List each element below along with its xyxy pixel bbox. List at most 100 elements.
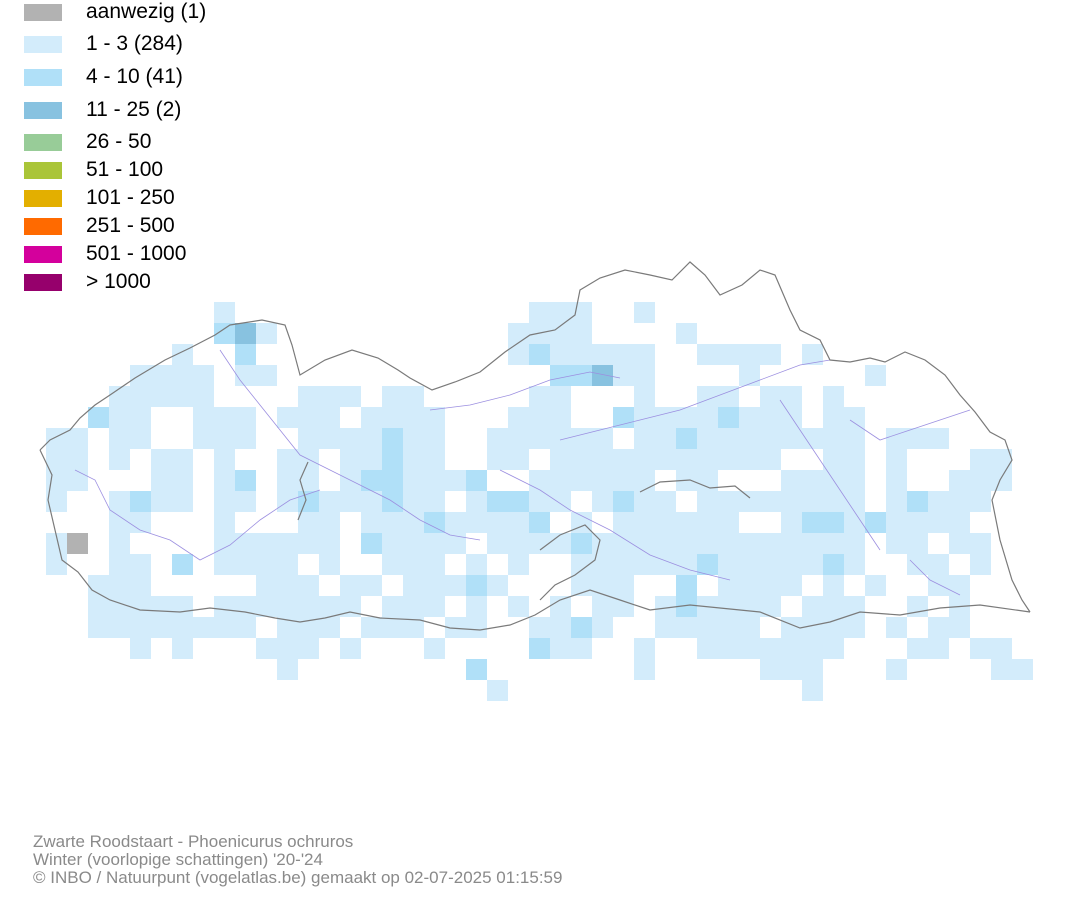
grid-cell	[466, 512, 487, 533]
grid-cell	[928, 554, 949, 575]
grid-cell	[529, 428, 550, 449]
legend-swatch	[24, 162, 62, 179]
grid-cell	[403, 596, 424, 617]
grid-cell	[172, 386, 193, 407]
grid-cell	[802, 512, 823, 533]
legend-item: > 1000	[24, 270, 284, 294]
grid-cell	[298, 638, 319, 659]
grid-cell	[655, 533, 676, 554]
grid-cell	[613, 365, 634, 386]
grid-cell	[844, 512, 865, 533]
grid-cell	[550, 386, 571, 407]
grid-cell	[487, 512, 508, 533]
grid-cell	[886, 470, 907, 491]
grid-cell	[340, 449, 361, 470]
grid-cell	[760, 575, 781, 596]
grid-cell	[214, 470, 235, 491]
grid-cell	[319, 554, 340, 575]
grid-cell	[340, 638, 361, 659]
legend-label: 501 - 1000	[86, 242, 187, 265]
grid-cell	[361, 428, 382, 449]
grid-cell	[949, 491, 970, 512]
grid-cell	[739, 638, 760, 659]
grid-cell	[781, 575, 802, 596]
grid-cell	[739, 575, 760, 596]
river-line	[74, 469, 321, 561]
legend-item: 26 - 50	[24, 130, 284, 154]
grid-cell	[802, 596, 823, 617]
grid-cell	[214, 428, 235, 449]
grid-cell	[109, 554, 130, 575]
grid-cell	[340, 575, 361, 596]
grid-cell	[739, 554, 760, 575]
grid-cell	[424, 449, 445, 470]
grid-cell	[67, 470, 88, 491]
grid-cell	[634, 470, 655, 491]
grid-cell	[781, 491, 802, 512]
grid-cell	[634, 302, 655, 323]
grid-cell	[256, 638, 277, 659]
grid-cell	[214, 617, 235, 638]
grid-cell	[613, 575, 634, 596]
grid-cell	[571, 533, 592, 554]
grid-cell	[613, 533, 634, 554]
grid-cell	[907, 596, 928, 617]
grid-cell	[46, 428, 67, 449]
grid-cell	[613, 344, 634, 365]
grid-cell	[319, 617, 340, 638]
grid-cell	[172, 617, 193, 638]
grid-cell	[529, 617, 550, 638]
grid-cell	[907, 638, 928, 659]
grid-cell	[151, 449, 172, 470]
grid-cell	[991, 659, 1012, 680]
grid-cell	[844, 449, 865, 470]
grid-cell	[109, 428, 130, 449]
legend-swatch	[24, 69, 62, 86]
grid-cell	[907, 491, 928, 512]
grid-cell	[1012, 659, 1033, 680]
grid-cell	[130, 617, 151, 638]
grid-cell	[466, 617, 487, 638]
grid-cell	[487, 575, 508, 596]
grid-cell	[487, 533, 508, 554]
grid-cell	[592, 554, 613, 575]
grid-cell	[235, 470, 256, 491]
legend-item: 4 - 10 (41)	[24, 65, 284, 89]
grid-cell	[529, 533, 550, 554]
legend-swatch	[24, 246, 62, 263]
grid-cell	[403, 617, 424, 638]
river-line	[559, 359, 831, 441]
grid-cell	[256, 365, 277, 386]
grid-cell	[529, 491, 550, 512]
grid-cell	[571, 323, 592, 344]
grid-cell	[802, 638, 823, 659]
grid-cell	[718, 638, 739, 659]
legend-label: 51 - 100	[86, 158, 164, 181]
grid-cell	[508, 428, 529, 449]
grid-cell	[235, 554, 256, 575]
grid-cell	[466, 491, 487, 512]
grid-cell	[361, 491, 382, 512]
legend-item: 11 - 25 (2)	[24, 98, 284, 122]
grid-cell	[214, 449, 235, 470]
grid-cell	[130, 596, 151, 617]
grid-cell	[46, 533, 67, 554]
grid-cell	[382, 512, 403, 533]
grid-cell	[487, 428, 508, 449]
border-line	[297, 461, 309, 521]
grid-cell	[613, 449, 634, 470]
grid-cell	[676, 575, 697, 596]
grid-cell	[655, 512, 676, 533]
grid-cell	[697, 512, 718, 533]
grid-cell	[550, 407, 571, 428]
grid-cell	[823, 575, 844, 596]
grid-cell	[571, 617, 592, 638]
grid-cell	[424, 470, 445, 491]
grid-cell	[319, 533, 340, 554]
legend-item: 101 - 250	[24, 186, 284, 210]
grid-cell	[109, 386, 130, 407]
grid-cell	[529, 386, 550, 407]
grid-cell	[697, 449, 718, 470]
grid-cell	[214, 407, 235, 428]
grid-cell	[214, 302, 235, 323]
